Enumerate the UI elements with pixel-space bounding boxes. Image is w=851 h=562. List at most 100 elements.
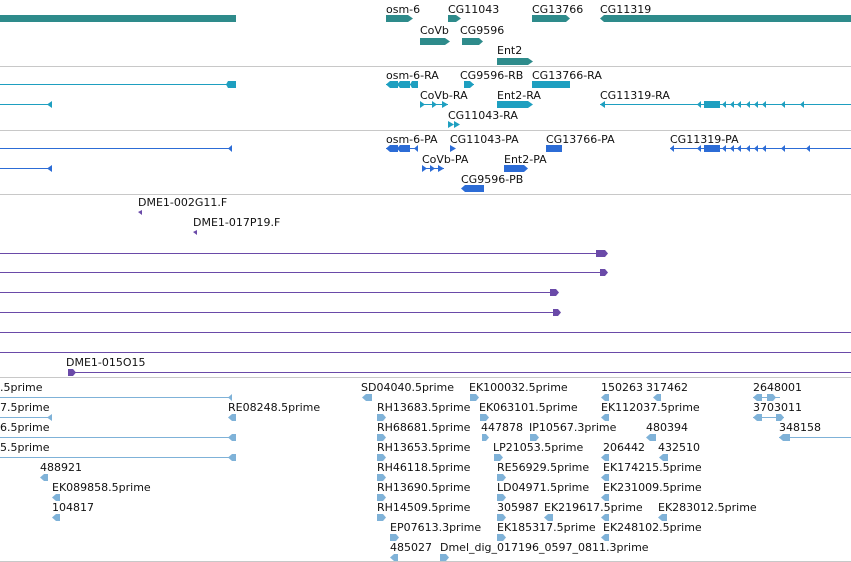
est-glyph[interactable] xyxy=(497,474,506,481)
est-glyph[interactable] xyxy=(601,474,609,481)
protein-exon[interactable] xyxy=(414,145,418,152)
est-glyph[interactable] xyxy=(653,394,661,401)
transcript-exon[interactable] xyxy=(532,81,570,88)
protein-exon[interactable] xyxy=(704,145,720,152)
est-glyph[interactable] xyxy=(601,454,609,461)
gene-glyph-cg13766[interactable] xyxy=(532,15,570,22)
est-glyph[interactable] xyxy=(767,394,776,401)
protein-exon[interactable] xyxy=(730,145,734,152)
est-glyph[interactable] xyxy=(362,394,372,401)
est-glyph[interactable] xyxy=(52,514,60,521)
est-glyph[interactable] xyxy=(601,514,609,521)
protein-exon[interactable] xyxy=(697,145,701,152)
est-glyph[interactable] xyxy=(779,434,790,441)
gene-glyph-cg11043[interactable] xyxy=(448,15,461,22)
transcript-exon[interactable] xyxy=(442,101,448,108)
transcript-exon[interactable] xyxy=(420,101,425,108)
gene-glyph-cg11319[interactable] xyxy=(600,15,851,22)
est-glyph[interactable] xyxy=(228,434,236,441)
est-glyph[interactable] xyxy=(377,474,386,481)
est-glyph[interactable] xyxy=(228,454,236,461)
transcript-exon[interactable] xyxy=(781,101,785,108)
transcript-exon[interactable] xyxy=(432,101,437,108)
est-glyph[interactable] xyxy=(497,494,506,501)
est-glyph[interactable] xyxy=(480,414,489,421)
est-glyph[interactable] xyxy=(52,494,60,501)
est-glyph[interactable] xyxy=(601,534,609,541)
transcript-exon[interactable] xyxy=(497,101,533,108)
bac-end-glyph[interactable] xyxy=(596,250,608,257)
est-glyph[interactable] xyxy=(497,534,506,541)
gene-glyph-covb[interactable] xyxy=(420,38,450,45)
est-glyph[interactable] xyxy=(658,514,667,521)
est-glyph[interactable] xyxy=(377,434,386,441)
est-glyph[interactable] xyxy=(482,434,489,441)
est-glyph[interactable] xyxy=(601,414,609,421)
est-glyph[interactable] xyxy=(47,414,52,421)
transcript-exon[interactable] xyxy=(730,101,734,108)
protein-exon[interactable] xyxy=(461,185,484,192)
gene-glyph-osm-6[interactable] xyxy=(386,15,413,22)
protein-exon[interactable] xyxy=(47,165,52,172)
transcript-exon[interactable] xyxy=(737,101,741,108)
est-glyph[interactable] xyxy=(544,514,553,521)
est-glyph[interactable] xyxy=(494,454,503,461)
bac-end-glyph[interactable] xyxy=(138,210,142,215)
gene-glyph[interactable] xyxy=(0,15,236,22)
est-glyph[interactable] xyxy=(377,494,386,501)
transcript-exon[interactable] xyxy=(397,81,410,88)
transcript-exon[interactable] xyxy=(448,121,454,128)
est-glyph[interactable] xyxy=(377,414,386,421)
protein-exon[interactable] xyxy=(806,145,810,152)
transcript-exon[interactable] xyxy=(746,101,750,108)
transcript-exon[interactable] xyxy=(697,101,701,108)
transcript-exon[interactable] xyxy=(722,101,726,108)
bac-end-glyph[interactable] xyxy=(68,369,76,376)
bac-end-glyph[interactable] xyxy=(193,230,197,235)
transcript-exon[interactable] xyxy=(704,101,720,108)
transcript-exon[interactable] xyxy=(386,81,398,88)
bac-end-glyph[interactable] xyxy=(600,269,608,276)
est-glyph[interactable] xyxy=(753,414,762,421)
est-glyph[interactable] xyxy=(753,394,762,401)
est-glyph[interactable] xyxy=(228,394,232,401)
protein-exon[interactable] xyxy=(722,145,726,152)
bac-end-glyph[interactable] xyxy=(550,289,559,296)
transcript-exon[interactable] xyxy=(410,81,418,88)
protein-exon[interactable] xyxy=(450,145,456,152)
protein-exon[interactable] xyxy=(504,165,528,172)
est-glyph[interactable] xyxy=(659,454,668,461)
est-glyph[interactable] xyxy=(390,534,399,541)
protein-exon[interactable] xyxy=(762,145,766,152)
protein-exon[interactable] xyxy=(386,145,398,152)
protein-exon[interactable] xyxy=(737,145,741,152)
protein-exon[interactable] xyxy=(746,145,750,152)
transcript-exon[interactable] xyxy=(226,81,236,88)
est-glyph[interactable] xyxy=(776,414,784,421)
est-glyph[interactable] xyxy=(377,514,386,521)
protein-exon[interactable] xyxy=(228,145,232,152)
protein-exon[interactable] xyxy=(754,145,758,152)
est-glyph[interactable] xyxy=(40,474,48,481)
est-glyph[interactable] xyxy=(440,554,449,561)
protein-exon[interactable] xyxy=(781,145,785,152)
protein-exon[interactable] xyxy=(546,145,562,152)
est-glyph[interactable] xyxy=(601,394,609,401)
transcript-exon[interactable] xyxy=(762,101,766,108)
transcript-exon[interactable] xyxy=(47,101,52,108)
est-glyph[interactable] xyxy=(390,554,398,561)
protein-exon[interactable] xyxy=(430,165,435,172)
transcript-exon[interactable] xyxy=(454,121,460,128)
est-glyph[interactable] xyxy=(646,434,656,441)
protein-exon[interactable] xyxy=(670,145,674,152)
transcript-exon[interactable] xyxy=(754,101,758,108)
est-glyph[interactable] xyxy=(530,434,539,441)
transcript-exon[interactable] xyxy=(800,101,804,108)
est-glyph[interactable] xyxy=(470,394,479,401)
gene-glyph-ent2[interactable] xyxy=(497,58,533,65)
protein-exon[interactable] xyxy=(397,145,410,152)
gene-glyph-cg9596[interactable] xyxy=(462,38,483,45)
est-glyph[interactable] xyxy=(228,414,236,421)
protein-exon[interactable] xyxy=(422,165,427,172)
est-glyph[interactable] xyxy=(601,494,609,501)
